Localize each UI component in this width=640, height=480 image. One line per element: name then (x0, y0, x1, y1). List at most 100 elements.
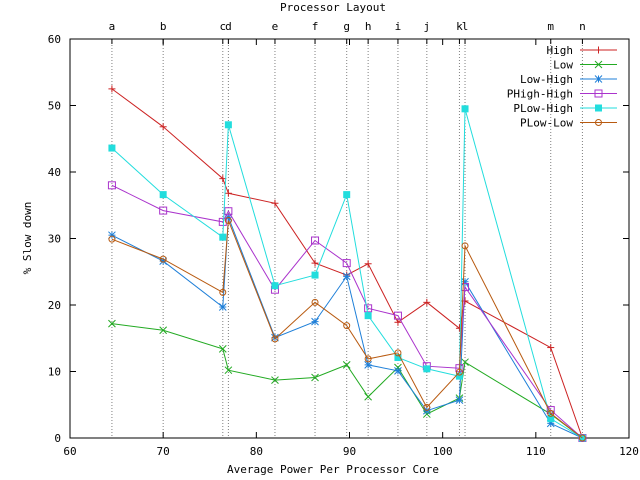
axis-ticks (69, 38, 630, 439)
data-point (423, 403, 431, 411)
data-point (311, 317, 319, 326)
layout-label-b: b (160, 20, 167, 33)
legend-marker (594, 60, 603, 69)
data-point (394, 354, 402, 362)
series-plow-low (108, 217, 586, 442)
layout-label-g: g (343, 20, 350, 33)
series-group (107, 85, 587, 442)
x-tick-label: 90 (343, 445, 356, 458)
data-point (159, 191, 167, 199)
chart-title: Processor Layout (280, 1, 386, 14)
legend-label: Low (553, 59, 573, 72)
y-tick-label: 60 (48, 33, 61, 46)
data-point (455, 396, 464, 404)
data-point (394, 318, 402, 326)
x-tick-label: 120 (619, 445, 639, 458)
data-point (343, 191, 351, 199)
legend-label: PHigh-High (507, 88, 573, 101)
data-point (159, 123, 167, 131)
data-point (364, 312, 372, 320)
legend-item: High (547, 44, 617, 57)
data-point (423, 365, 431, 373)
data-point (423, 298, 431, 306)
y-tick-label: 50 (48, 100, 61, 113)
data-point (461, 277, 469, 286)
y-tick-label: 40 (48, 166, 61, 179)
legend-marker (595, 119, 602, 126)
y-tick-label: 20 (48, 299, 61, 312)
data-point (218, 345, 227, 353)
legend-item: PHigh-High (507, 88, 617, 101)
data-point (394, 366, 402, 375)
layout-label-f: f (312, 20, 319, 33)
layout-label-n: n (579, 20, 586, 33)
series-line (111, 184, 583, 439)
y-tick-label: 30 (48, 233, 61, 246)
data-point (107, 181, 116, 190)
data-point (219, 175, 227, 183)
layout-label-j: j (424, 20, 431, 33)
legend-label: PLow-Low (520, 117, 573, 130)
x-tick-label: 100 (433, 445, 453, 458)
layout-label-i: i (395, 20, 402, 33)
legend-label: PLow-High (513, 102, 573, 115)
data-point (271, 199, 279, 207)
data-point (455, 372, 463, 380)
data-point (364, 360, 372, 369)
y-axis-label: % Slow down (21, 202, 34, 275)
data-point (219, 233, 227, 241)
data-point (364, 304, 373, 313)
layout-label-h: h (365, 20, 372, 33)
data-point (311, 236, 320, 245)
data-point (342, 259, 351, 268)
data-point (271, 335, 279, 343)
data-point (394, 349, 402, 357)
data-point (578, 434, 586, 442)
x-tick-label: 60 (63, 445, 76, 458)
legend-marker (594, 89, 603, 98)
legend-label: Low-High (520, 73, 573, 86)
data-point (224, 121, 232, 129)
data-point (271, 282, 279, 290)
legend-marker (594, 75, 603, 83)
layout-labels: a b cd e f g h i j kl m n (109, 20, 586, 44)
data-point (461, 242, 469, 250)
data-point (547, 409, 555, 417)
data-point (364, 260, 372, 268)
data-point (159, 326, 168, 335)
data-point (108, 144, 116, 152)
data-point (311, 373, 319, 382)
data-point (461, 105, 469, 113)
layout-label-e: e (272, 20, 279, 33)
y-tick-label: 0 (54, 432, 61, 445)
data-point (393, 311, 402, 320)
x-tick-label: 110 (526, 445, 546, 458)
x-tick-label: 80 (250, 445, 263, 458)
data-point (364, 355, 372, 363)
data-point (342, 360, 351, 369)
legend-item: PLow-High (513, 102, 617, 115)
data-point (342, 272, 351, 281)
legend-marker (595, 104, 602, 112)
data-point (159, 255, 167, 263)
series-line (111, 220, 583, 439)
x-tick-label: 70 (157, 445, 170, 458)
legend-label: High (547, 44, 574, 57)
data-point (311, 298, 319, 306)
series-line (111, 108, 583, 439)
axis-tick-labels: 60 70 80 90 100 110 120 0 10 20 30 40 50 60 (48, 33, 639, 458)
data-point (364, 392, 372, 401)
layout-label-c: c (219, 20, 226, 33)
y-tick-label: 10 (48, 366, 61, 379)
legend-item: Low (553, 59, 617, 72)
series-plow-high (108, 105, 586, 442)
legend-item: Low-High (520, 73, 617, 86)
data-point (218, 217, 227, 226)
layout-label-m: m (547, 20, 554, 33)
data-point (547, 415, 555, 423)
data-point (224, 217, 232, 225)
data-point (108, 235, 116, 243)
data-point (224, 207, 233, 216)
data-point (343, 322, 351, 330)
